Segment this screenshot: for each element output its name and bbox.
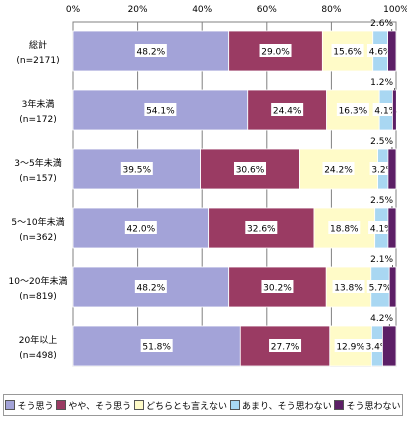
data-label: 3.2% [371,166,394,176]
category-n-label: (n=157) [19,174,56,184]
legend-swatch [334,400,345,410]
data-label: 24.4% [273,107,302,117]
chart-legend: そう思う やや、そう思う どちらとも言えない あまり、そう思わない そう思わない [3,394,403,416]
data-label: 2.1% [370,255,393,265]
data-label-bg [144,103,177,116]
data-label-bg [322,162,355,175]
data-label: 4.1% [370,225,393,235]
data-label: 32.6% [247,225,276,235]
data-label: 4.6% [369,48,392,58]
category-n-label: (n=498) [19,351,56,361]
data-label-bg [269,339,302,352]
data-label: 48.2% [137,284,166,294]
category-n-label: (n=819) [19,292,56,302]
legend-label: そう思う [17,401,54,412]
legend-swatch [5,400,16,410]
bar-segment [387,207,397,249]
data-label: 5.7% [369,284,392,294]
data-label-bg [366,280,394,293]
data-label: 12.9% [336,343,365,353]
x-tick-label: 0% [66,5,81,15]
legend-label: どちらとも言えない [146,401,228,412]
bar-segment [388,266,397,308]
category-n-label: (n=2171) [16,56,59,66]
legend-swatch [56,400,67,410]
data-label: 4.1% [374,107,397,117]
data-label-bg [259,44,292,57]
category-label: 5～10年未満 [11,216,64,228]
legend-swatch [134,400,145,410]
data-label: 2.5% [370,137,393,147]
legend-label: やや、そう思う [68,401,132,412]
data-label-bg [261,280,294,293]
data-label: 4.2% [370,314,393,324]
plot-frame [72,21,397,367]
category-label: 10～20年未満 [9,275,68,287]
category-n-label: (n=172) [19,115,56,125]
data-label-bg [328,221,361,234]
bar-segment [387,30,397,72]
category-label: 総計 [29,39,47,51]
data-label: 42.0% [127,225,156,235]
data-label-bg [332,280,365,293]
data-label: 13.8% [334,284,363,294]
data-label-bg [336,103,369,116]
data-label: 30.6% [236,166,265,176]
legend-item: やや、そう思う [56,399,131,412]
bar-segment [382,325,397,367]
data-label: 30.2% [263,284,292,294]
data-label: 1.2% [370,78,393,88]
data-label-bg [271,103,304,116]
data-label: 48.2% [137,48,166,58]
x-tick-label: 80% [321,5,341,15]
data-label: 15.6% [333,48,362,58]
legend-item: どちらとも言えない [134,399,227,412]
category-label: 20年以上 [19,334,57,346]
data-label-bg [134,280,167,293]
bar-segment [387,148,397,190]
category-n-label: (n=362) [19,233,56,243]
data-label: 39.5% [122,166,151,176]
data-label: 2.5% [370,196,393,206]
data-label-bg [334,339,367,352]
data-label-bg [331,44,364,57]
legend-item: そう思わない [334,399,401,412]
data-label: 2.6% [370,19,393,29]
data-label: 18.8% [330,225,359,235]
category-label: 3～5年未満 [14,157,61,169]
bar-segment [299,148,378,190]
x-tick-label: 40% [192,5,212,15]
x-tick-label: 20% [128,5,148,15]
bar-segment [392,89,397,131]
data-label-bg [245,221,278,234]
data-label-bg [120,162,153,175]
data-label: 24.2% [324,166,353,176]
category-label: 3年未満 [22,98,55,110]
data-label: 27.7% [271,343,300,353]
bar-segment [72,30,230,72]
data-label: 3.4% [366,343,389,353]
data-label-bg [124,221,157,234]
data-label: 16.3% [339,107,368,117]
legend-label: あまり、そう思わない [241,401,332,412]
x-tick-label: 100% [383,5,407,15]
data-label: 54.1% [146,107,175,117]
legend-item: そう思う [5,399,53,412]
data-label-bg [234,162,267,175]
legend-item: あまり、そう思わない [229,399,332,412]
legend-swatch [229,400,240,410]
data-label: 51.8% [142,343,171,353]
data-label: 29.0% [261,48,290,58]
legend-label: そう思わない [346,401,401,412]
data-label-bg [140,339,173,352]
x-tick-label: 60% [257,5,277,15]
data-label-bg [134,44,167,57]
data-label-bg [366,44,394,57]
